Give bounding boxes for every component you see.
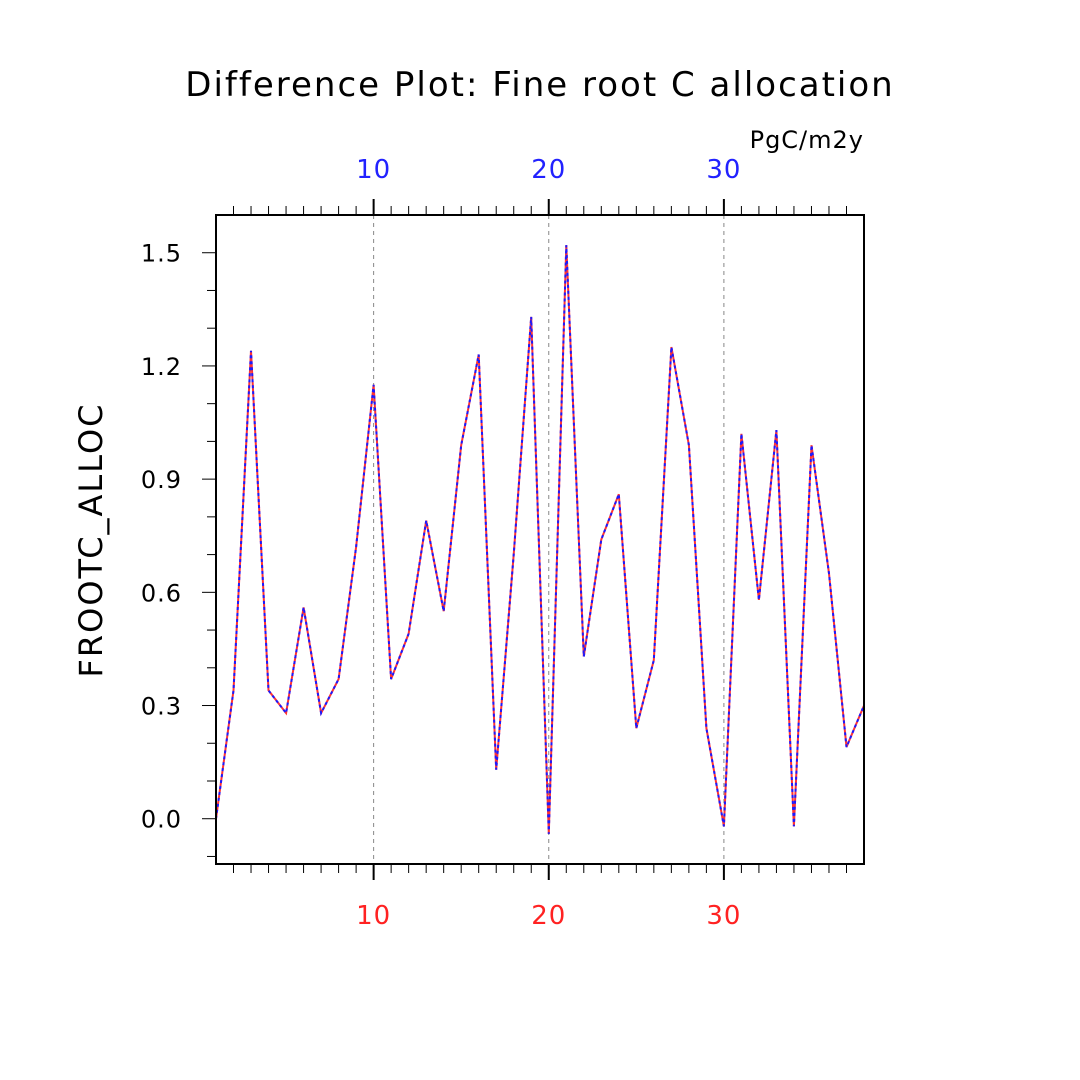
y-tick-label: 1.2 (141, 353, 182, 381)
ticks (202, 199, 847, 880)
y-axis-label: FROOTC_ALLOC (72, 403, 110, 678)
x-tick-label-bottom: 20 (531, 901, 566, 931)
tick-labels: 0.0 0.3 0.6 0.9 1.2 1.5 10 10 20 20 30 30 (141, 155, 741, 931)
series-line-2 (215, 245, 865, 834)
series-group (215, 245, 865, 834)
x-tick-label-top: 10 (356, 155, 391, 185)
x-tick-label-top: 20 (531, 155, 566, 185)
y-tick-label: 0.9 (141, 466, 182, 494)
y-tick-label: 0.3 (141, 693, 182, 721)
y-tick-label: 0.0 (141, 806, 182, 834)
x-tick-label-bottom: 30 (706, 901, 741, 931)
y-tick-label: 1.5 (141, 240, 182, 268)
x-tick-label-bottom: 10 (356, 901, 391, 931)
x-tick-label-top: 30 (706, 155, 741, 185)
chart-title: Difference Plot: Fine root C allocation (185, 65, 894, 105)
units-label: PgC/m2y (750, 126, 864, 154)
grid (373, 215, 725, 864)
series-line-1 (215, 245, 865, 834)
plot-frame (215, 214, 865, 865)
y-tick-label: 0.6 (141, 579, 182, 607)
